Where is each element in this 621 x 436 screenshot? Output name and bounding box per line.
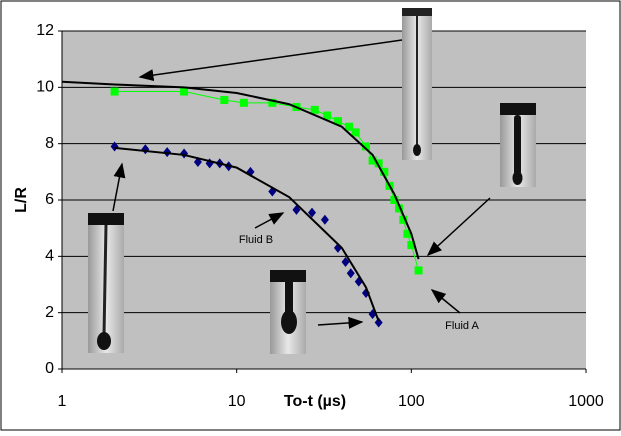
point	[352, 128, 360, 136]
x-axis-label: To-t (µs)	[284, 393, 346, 410]
annotation: Fluid B	[239, 234, 273, 246]
y-tick-label: 0	[45, 360, 54, 377]
y-tick-label: 4	[45, 248, 54, 265]
x-tick-label: 10	[228, 393, 246, 410]
point	[311, 106, 319, 114]
point	[180, 88, 188, 96]
point	[240, 99, 248, 107]
y-axis-label: L/R	[13, 187, 30, 213]
y-tick-label: 6	[45, 191, 54, 208]
annotation: Fluid A	[445, 320, 479, 332]
x-tick-label: 1	[58, 393, 67, 410]
point	[111, 88, 119, 96]
point	[415, 266, 423, 274]
y-tick-label: 12	[36, 22, 54, 39]
x-tick-label: 1000	[568, 393, 604, 410]
y-tick-label: 8	[45, 135, 54, 152]
point	[220, 96, 228, 104]
chart: Fluid B Fluid A To-t (µs) L/R 0 2 4 6 8 10 12 1…	[0, 0, 621, 431]
x-tick-label: 100	[398, 393, 425, 410]
y-tick-label: 2	[45, 304, 54, 321]
y-tick-label: 10	[36, 79, 54, 96]
